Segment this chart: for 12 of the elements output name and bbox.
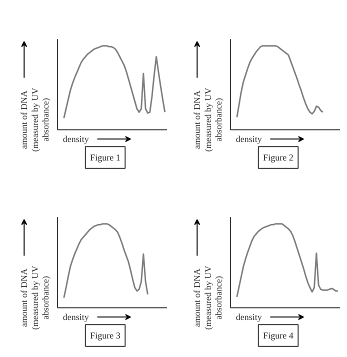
y-axis-title: amount of DNA (measured by UV absorbance) bbox=[192, 87, 224, 152]
x-axis-title: density bbox=[62, 134, 90, 144]
text: Figure 3 bbox=[90, 330, 121, 341]
y-axis-title: amount of DNA (measured by UV absorbance) bbox=[19, 265, 51, 330]
x-axis-title: density bbox=[236, 134, 262, 144]
x-axis-title: density bbox=[62, 312, 90, 322]
y-axis-title: amount of DNA (measured by UV absorbance) bbox=[19, 87, 51, 152]
text: Figure 1 bbox=[90, 152, 120, 163]
text: Figure 4 bbox=[263, 330, 294, 341]
text: Figure 2 bbox=[263, 152, 294, 163]
x-axis-title: density bbox=[236, 312, 262, 322]
y-axis-title: amount of DNA (measured by UV absorbance) bbox=[192, 265, 224, 330]
